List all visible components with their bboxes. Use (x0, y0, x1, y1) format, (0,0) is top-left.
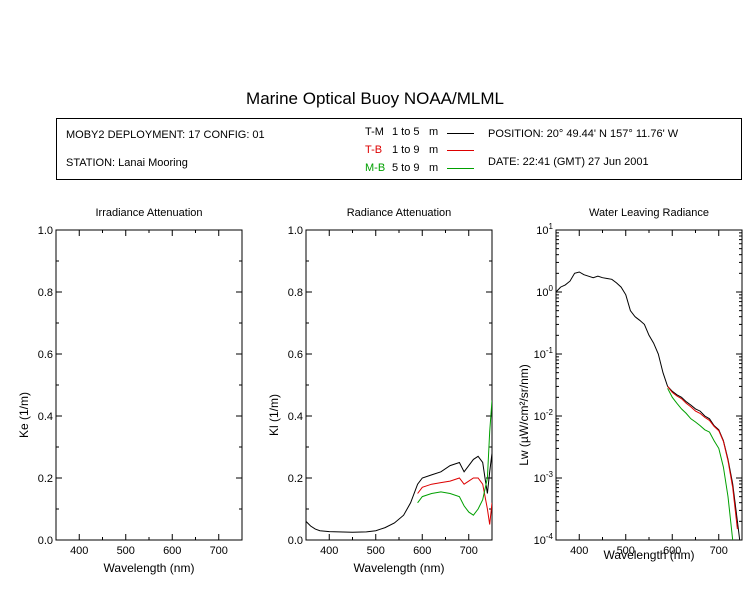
legend-code-mb: M-B (365, 162, 386, 174)
x-tick-label: 500 (367, 545, 385, 557)
legend-range-tb: 1 to 9 (392, 144, 420, 156)
legend-line-tb (447, 150, 474, 151)
y-tick-label: 0.2 (288, 473, 303, 485)
y-tick-label: 1.0 (38, 225, 53, 237)
y-tick-label: 10-3 (534, 470, 554, 485)
y-tick-label: 0.8 (38, 287, 53, 299)
series-line-t-m (306, 453, 492, 533)
series-line-t-m (556, 271, 741, 540)
y-tick-label: 0.8 (288, 287, 303, 299)
date-text: DATE: 22:41 (GMT) 27 Jun 2001 (488, 156, 649, 168)
position-text: POSITION: 20° 49.44' N 157° 11.76' W (488, 128, 679, 140)
x-axis-label: Wavelength (nm) (104, 561, 195, 575)
info-box: MOBY2 DEPLOYMENT: 17 CONFIG: 01 STATION:… (56, 118, 742, 180)
series-line-t-b (667, 386, 738, 530)
y-axis-label: Ke (1/m) (17, 392, 31, 438)
x-axis-label: Wavelength (nm) (604, 548, 695, 562)
legend-range-tm: 1 to 5 (392, 126, 420, 138)
series-line-t-b (417, 477, 492, 525)
legend-line-tm (447, 133, 474, 134)
x-tick-label: 700 (710, 545, 728, 557)
legend-code-tb: T-B (365, 144, 383, 156)
legend-line-mb (447, 168, 474, 169)
x-axis-label: Wavelength (nm) (354, 561, 445, 575)
plot-frame (555, 229, 743, 541)
chart-title: Water Leaving Radiance (589, 207, 709, 219)
y-tick-label: 0.6 (288, 349, 303, 361)
legend-code-tm: T-M (365, 126, 384, 138)
x-tick-label: 400 (570, 545, 588, 557)
x-tick-label: 600 (163, 545, 181, 557)
y-tick-label: 10-1 (534, 346, 554, 361)
station-text: STATION: Lanai Mooring (66, 157, 188, 169)
x-tick-label: 700 (460, 545, 478, 557)
y-tick-label: 10-4 (534, 532, 554, 547)
deployment-text: MOBY2 DEPLOYMENT: 17 CONFIG: 01 (66, 129, 265, 141)
x-tick-label: 700 (210, 545, 228, 557)
y-tick-label: 0.2 (38, 473, 53, 485)
page-title: Marine Optical Buoy NOAA/MLML (246, 89, 504, 108)
chart-3: Water Leaving Radiance 400 500 600 700 101 100… (517, 207, 743, 562)
series-line-m-b (667, 388, 734, 540)
x-tick-label: 400 (70, 545, 88, 557)
chart-title: Irradiance Attenuation (95, 207, 202, 219)
y-tick-label: 0.0 (38, 535, 53, 547)
chart-2: Radiance Attenuation 400 500 600 700 0.0 0.2 0.… (267, 207, 493, 575)
chart-1: Irradiance Attenuation 400 500 600 700 0.0 0.2… (17, 207, 243, 575)
y-tick-label: 1.0 (288, 225, 303, 237)
legend-unit-tm: m (429, 126, 439, 138)
y-axis-label: Lw (µW/cm²/sr/nm) (517, 364, 531, 466)
legend-unit-mb: m (429, 162, 439, 174)
plot-frame (55, 229, 243, 541)
x-tick-label: 600 (413, 545, 431, 557)
y-tick-label: 0.4 (38, 411, 53, 423)
y-tick-label: 100 (536, 284, 553, 299)
plot-frame (305, 229, 493, 541)
chart-title: Radiance Attenuation (347, 207, 452, 219)
y-tick-label: 10-2 (534, 408, 554, 423)
y-tick-label: 101 (536, 222, 553, 237)
y-tick-label: 0.0 (288, 535, 303, 547)
y-tick-label: 0.4 (288, 411, 303, 423)
legend-unit-tb: m (429, 144, 439, 156)
y-axis-label: Kl (1/m) (267, 394, 281, 436)
series-line-m-b (417, 400, 492, 516)
x-tick-label: 500 (117, 545, 135, 557)
y-tick-label: 0.6 (38, 349, 53, 361)
legend-range-mb: 5 to 9 (392, 162, 420, 174)
x-tick-label: 500 (617, 545, 635, 557)
x-tick-label: 600 (663, 545, 681, 557)
x-tick-label: 400 (320, 545, 338, 557)
